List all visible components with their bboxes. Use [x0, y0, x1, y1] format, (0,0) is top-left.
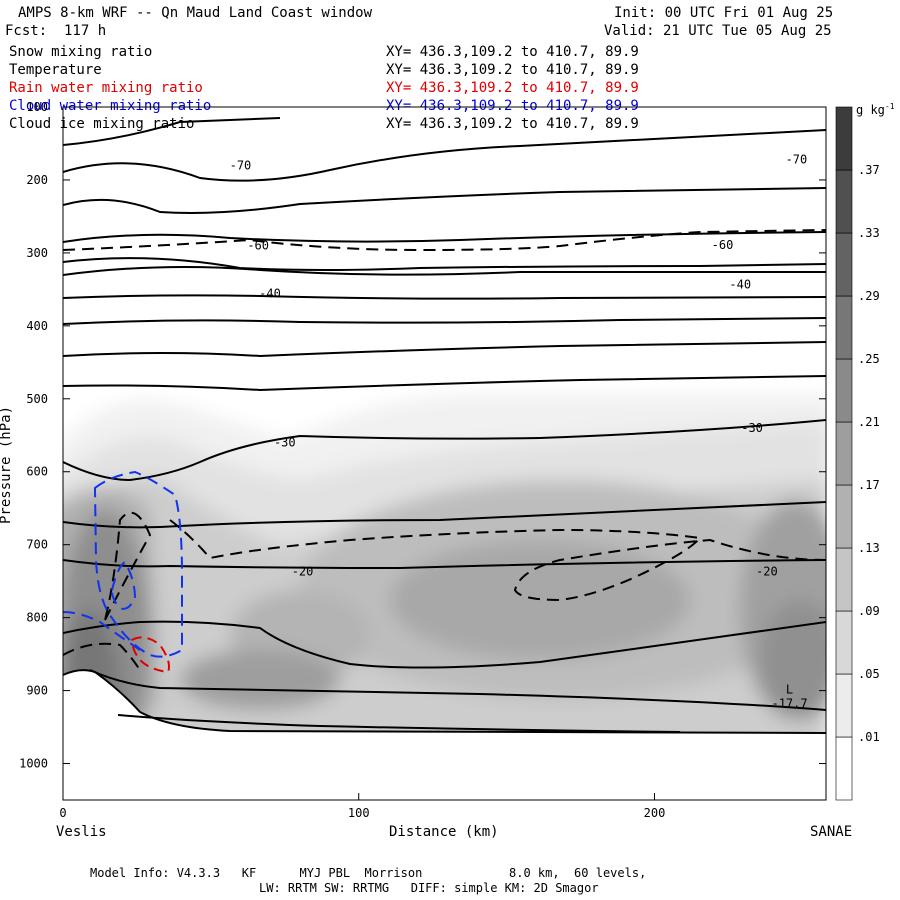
plot-frame — [62, 106, 827, 801]
colorbar-level-label: .33 — [858, 226, 880, 240]
temperature-contour-label: -40 — [259, 287, 281, 301]
field-xy-temperature: XY= 436.3,109.2 to 410.7, 89.9 — [386, 62, 639, 78]
colorbar-level-label: .13 — [858, 541, 880, 555]
colorbar-level-label: .05 — [858, 667, 880, 681]
contour-labels: -70 -70 -60 -60 -40 -40 -30 -30 -20 -20 L-17.7 — [230, 153, 808, 711]
y-tick-label: 100 — [26, 100, 48, 114]
colorbar-units: g kg-1 — [856, 102, 895, 117]
field-xy-snow: XY= 436.3,109.2 to 410.7, 89.9 — [386, 44, 639, 60]
field-name-snow: Snow mixing ratio — [9, 44, 153, 60]
cloud-water-contours — [63, 470, 183, 658]
field-name-rain: Rain water mixing ratio — [9, 80, 203, 96]
rain-water-contours — [130, 636, 170, 674]
colorbar-box — [835, 673, 853, 738]
x-endpoint-right: SANAE — [810, 824, 853, 840]
temperature-contour-label: -30 — [741, 421, 763, 435]
minimum-marker: L — [786, 683, 793, 697]
colorbar-box — [835, 358, 853, 423]
terrain-outline — [62, 669, 827, 734]
field-xy-cloud-ice: XY= 436.3,109.2 to 410.7, 89.9 — [386, 116, 639, 132]
y-tick-label: 400 — [26, 319, 48, 333]
cloud-ice-contours — [63, 229, 826, 671]
model-info-line2: LW: RRTM SW: RRTMG DIFF: simple KM: 2D S… — [259, 881, 599, 895]
x-axis-title: Distance (km) — [389, 824, 499, 840]
colorbar-box — [835, 610, 853, 675]
y-tick-label: 500 — [26, 392, 48, 406]
colorbar-level-label: .29 — [858, 289, 880, 303]
temperature-contours — [63, 117, 826, 733]
colorbar-level-label: .21 — [858, 415, 880, 429]
snow-mixing-ratio-shading — [63, 395, 826, 800]
colorbar-box — [835, 484, 853, 549]
temperature-contour-label: -20 — [756, 565, 778, 579]
y-tick-label: 800 — [26, 611, 48, 625]
temperature-contour-label: -70 — [786, 153, 808, 167]
colorbar-level-label: .01 — [858, 730, 880, 744]
y-tick-label: 300 — [26, 246, 48, 260]
model-info-line1: Model Info: V4.3.3 KF MYJ PBL Morrison 8… — [90, 866, 647, 880]
temperature-contour-label: -70 — [230, 158, 252, 172]
colorbar-box — [835, 232, 853, 297]
y-tick-label: 200 — [26, 173, 48, 187]
temperature-contour-label: -30 — [274, 436, 296, 450]
colorbar-box — [835, 421, 853, 486]
valid-time: Valid: 21 UTC Tue 05 Aug 25 — [604, 23, 832, 39]
chart-title: AMPS 8-km WRF -- Qn Maud Land Coast wind… — [18, 5, 373, 21]
field-name-temperature: Temperature — [9, 62, 102, 78]
colorbar-box — [835, 169, 853, 234]
colorbar-box — [835, 547, 853, 612]
field-xy-cloud-water: XY= 436.3,109.2 to 410.7, 89.9 — [386, 98, 639, 114]
forecast-hour: Fcst: 117 h — [5, 23, 107, 39]
colorbar-level-label: .09 — [858, 604, 880, 618]
colorbar-box — [835, 106, 853, 171]
temperature-contour-label: -20 — [292, 565, 314, 579]
init-time: Init: 00 UTC Fri 01 Aug 25 — [614, 5, 834, 21]
x-tick-label: 100 — [348, 806, 370, 820]
temperature-contour-label: -60 — [247, 239, 269, 253]
colorbar-box — [835, 295, 853, 360]
y-tick-label: 1000 — [19, 757, 48, 771]
temperature-contour-label: -40 — [729, 277, 751, 291]
minimum-value: -17.7 — [771, 697, 807, 711]
colorbar-level-label: .17 — [858, 478, 880, 492]
colorbar: .01 .05 .09 .13 .17 .21 .25 .29 .33 .37 — [835, 106, 880, 801]
colorbar-level-label: .25 — [858, 352, 880, 366]
y-tick-label: 900 — [26, 684, 48, 698]
y-axis-title: Pressure (hPa) — [0, 405, 15, 525]
temperature-contour-label: -60 — [712, 238, 734, 252]
x-tick-label: 200 — [644, 806, 666, 820]
field-name-cloud-water: Cloud water mixing ratio — [9, 98, 212, 114]
colorbar-box — [835, 736, 853, 801]
x-endpoint-left: Veslis — [56, 824, 107, 840]
x-tick-label: 0 — [59, 806, 66, 820]
colorbar-level-label: .37 — [858, 163, 880, 177]
y-tick-label: 700 — [26, 538, 48, 552]
y-tick-label: 600 — [26, 465, 48, 479]
field-xy-rain: XY= 436.3,109.2 to 410.7, 89.9 — [386, 80, 639, 96]
